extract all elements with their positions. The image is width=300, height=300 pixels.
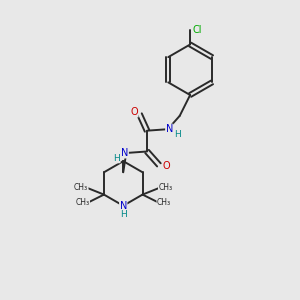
Text: H: H [113,154,120,163]
Text: O: O [163,161,170,171]
Text: O: O [130,107,138,117]
Text: N: N [121,148,128,158]
Text: CH₃: CH₃ [76,198,90,207]
Text: H: H [174,130,181,139]
Text: N: N [120,201,127,211]
Text: CH₃: CH₃ [74,183,88,192]
Text: CH₃: CH₃ [157,198,171,207]
Text: N: N [166,124,173,134]
Text: H: H [120,210,127,219]
Text: CH₃: CH₃ [158,183,172,192]
Text: Cl: Cl [193,25,202,34]
